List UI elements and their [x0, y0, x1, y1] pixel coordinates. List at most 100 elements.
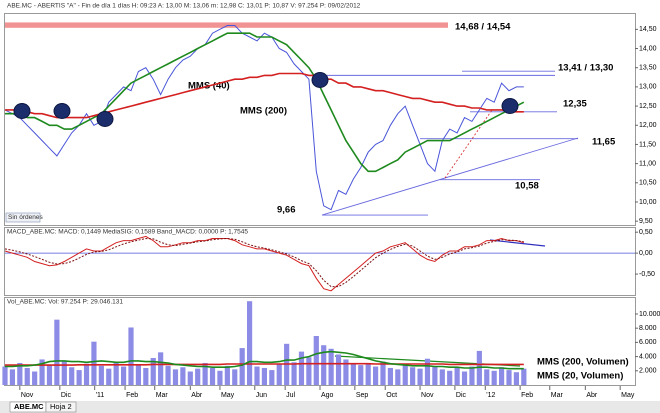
- level-label: 10,58: [515, 181, 539, 192]
- trend-line: [489, 239, 546, 247]
- volume-bar: [172, 369, 179, 385]
- volume-bar: [291, 362, 297, 385]
- volume-bar: [165, 365, 171, 385]
- x-tick-label: Abr: [586, 392, 598, 399]
- volume-bar: [454, 367, 460, 385]
- volume-bar: [343, 359, 349, 385]
- volume-bar: [83, 363, 90, 385]
- volume-bar: [9, 369, 16, 385]
- x-tick-label: Mar: [551, 392, 564, 399]
- volume-bar: [410, 367, 416, 385]
- volume-bar: [180, 367, 186, 385]
- trend-line: [321, 137, 579, 216]
- volume-bar: [120, 366, 127, 385]
- x-tick-label: '11: [96, 392, 105, 399]
- crossover-marker: [53, 103, 71, 119]
- volume-bar: [521, 368, 527, 385]
- resistance-band: [5, 22, 448, 28]
- y-tick-label: 13,50: [639, 65, 657, 72]
- x-tick-label: Dic: [61, 392, 72, 399]
- x-tick-label: Ago: [321, 392, 334, 399]
- volume-bar: [402, 364, 408, 385]
- series-line: [5, 32, 525, 173]
- volume-bar: [439, 369, 445, 385]
- volume-header: Vol_ABE.MC: Vol: 97.254 P: 29.046.131: [7, 299, 123, 306]
- volume-bar: [387, 367, 394, 385]
- y-tick-label: 0,00: [639, 250, 653, 257]
- volume-bar: [224, 365, 230, 385]
- volume-bar: [39, 359, 45, 385]
- volume-bar: [135, 364, 142, 385]
- tab-label[interactable]: ABE.MC: [14, 402, 44, 411]
- tab-label[interactable]: Hoja 2: [50, 402, 72, 411]
- series-line: [4, 235, 524, 292]
- volume-bar: [254, 366, 260, 385]
- crossover-marker: [311, 72, 329, 88]
- volume-bar: [76, 370, 82, 385]
- y-tick-label: 2.000: [639, 368, 657, 375]
- volume-bar: [506, 370, 512, 385]
- x-tick-label: May: [621, 392, 635, 399]
- volume-bar: [269, 370, 275, 385]
- y-tick-label: 14,50: [639, 26, 657, 33]
- level-label: 13,41 / 13,30: [558, 63, 613, 74]
- volume-bar: [372, 366, 379, 385]
- volume-bar: [306, 357, 312, 385]
- tab-bar: [0, 401, 660, 413]
- tab[interactable]: [45, 401, 77, 413]
- volume-bar: [417, 368, 423, 385]
- y-tick-label: 12,00: [639, 122, 657, 129]
- volume-bar: [106, 368, 112, 385]
- volume-bar: [261, 367, 268, 385]
- volume-bar: [143, 367, 149, 385]
- volume-bar: [98, 365, 104, 385]
- price-header: ABE.MC - ABERTIS "A" - Fin de día 1 días…: [7, 3, 361, 10]
- x-tick-label: Abr: [191, 392, 203, 399]
- volume-bar: [424, 358, 431, 385]
- volume-bar: [491, 370, 497, 385]
- volume-bar: [469, 366, 475, 385]
- y-tick-label: 0,50: [639, 229, 653, 236]
- price-panel: [4, 13, 636, 226]
- volume-bar: [498, 367, 505, 385]
- level-label: 12,35: [563, 99, 587, 110]
- series-label: MMS (200, Volumen): [537, 357, 629, 368]
- series-label: MMS (200): [240, 106, 287, 117]
- volume-bar: [69, 367, 75, 385]
- volume-bar: [447, 370, 453, 385]
- x-tick-label: Sep: [356, 392, 369, 399]
- y-tick-label: 13,00: [639, 84, 657, 91]
- volume-bar: [432, 366, 438, 385]
- volume-bar: [239, 348, 245, 385]
- volume-bar: [513, 372, 520, 385]
- x-tick-label: Dic: [456, 392, 467, 399]
- y-tick-label: -0,50: [639, 271, 655, 278]
- volume-bar: [209, 367, 216, 385]
- x-tick-label: '12: [486, 392, 495, 399]
- series-line: [4, 25, 524, 211]
- volume-bar: [32, 371, 38, 385]
- x-tick-label: Nov: [21, 392, 34, 399]
- volume-bar: [350, 362, 356, 385]
- y-tick-label: 10,50: [639, 180, 657, 187]
- volume-bar: [232, 369, 238, 385]
- volume-bar: [246, 301, 253, 385]
- crossover-marker: [501, 98, 519, 114]
- y-tick-label: 8.000: [639, 325, 657, 332]
- x-tick-label: Feb: [126, 392, 138, 399]
- series-label: MMS (20, Volumen): [537, 371, 623, 382]
- volume-bar: [54, 319, 60, 385]
- volume-bar: [461, 371, 468, 385]
- volume-bar: [24, 367, 30, 385]
- volume-bar: [187, 371, 193, 385]
- orders-note: Sin órdenes: [8, 214, 43, 221]
- volume-bar: [395, 369, 401, 385]
- level-label: 14,68 / 14,54: [455, 22, 511, 33]
- volume-bar: [380, 361, 386, 385]
- volume-bar: [17, 362, 23, 385]
- y-tick-label: 14,00: [639, 45, 657, 52]
- y-tick-label: 12,50: [639, 103, 657, 110]
- volume-bar: [313, 335, 319, 385]
- volume-bar: [91, 341, 97, 385]
